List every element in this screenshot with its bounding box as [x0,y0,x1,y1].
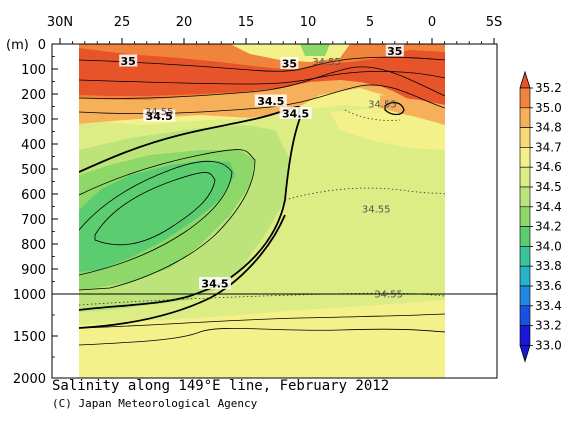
colorbar-swatch [519,246,531,267]
x-tick-label: 25 [114,15,131,30]
contour-34.5-bold [79,105,301,311]
colorbar-label: 34.4 [535,200,562,214]
contour-label: 35 [282,58,297,71]
contour-34.55-dotted-a [284,187,445,201]
colorbar-swatch [519,325,531,346]
colorbar-swatch [519,87,531,109]
y-axis: 0 100 200 300 400 500 600 700 800 900 1000 1500 2000 [13,38,58,387]
y-tick-label: 800 [21,238,46,253]
contour-34.0 [94,172,216,246]
y-tick-label: 1500 [13,330,46,345]
colorbar-swatch [519,107,531,128]
colorbar-swatch [519,206,531,227]
contour-34.55-dotted-c [344,109,401,121]
x-tick-label: 10 [300,15,317,30]
x-axis: 30N 25 20 15 10 5 0 5S [47,15,502,44]
chart-title: Salinity along 149°E line, February 2012 [52,378,390,394]
colorbar-bottom-arrow [519,344,531,363]
x-tick-label: 15 [238,15,255,30]
y-axis-unit-label: (m) [6,38,29,53]
contour-label: 35 [387,45,402,58]
credit-line: (C) Japan Meteorological Agency [52,397,258,410]
contour-label: 34.55 [362,205,391,216]
y-tick-label: 2000 [13,372,46,387]
colorbar-swatch [519,186,531,208]
y-tick-label: 0 [38,38,46,53]
x-tick-label: 20 [176,15,193,30]
contour-34.5-bold-b [79,214,286,329]
contour-lines [79,56,445,346]
colorbar-label: 34.0 [535,239,562,253]
colorbar-label: 34.7 [535,140,562,154]
contour-label: 34.55 [312,57,341,68]
colorbar-label: 34.6 [535,160,562,174]
colorbar-swatch [519,305,531,326]
contour-label-bg [143,109,176,122]
y-tick-label: 1000 [13,288,46,303]
contour-label: 35 [121,55,136,68]
field-surface-patch [300,44,330,56]
colorbar-top-arrow [519,70,531,89]
contour-label-bg [199,277,231,289]
contour-34.4 [79,149,256,291]
colorbar-label: 33.4 [535,299,562,313]
y-tick-label: 600 [21,188,46,203]
contour-thin-d [79,71,445,85]
contour-label: 34.55 [368,100,397,111]
colorbar-label: 33.2 [535,319,562,333]
y-tick-label: 400 [21,138,46,153]
colorbar-label: 33.0 [535,338,562,352]
y-tick-label: 100 [21,63,46,78]
colorbar-label: 34.2 [535,220,562,234]
contour-label: 34.55 [374,290,403,301]
contour-label-bg [280,57,299,69]
colorbar-label: 34.8 [535,121,562,135]
contour-label-bg [279,107,312,119]
colorbar-swatch [519,147,531,168]
contour-label: 34.5 [282,108,309,121]
colorbar-swatch [519,226,531,247]
contour-label: 34.5 [146,110,173,123]
colorbar-label: 33.6 [535,279,562,293]
field-band-35.2 [79,48,445,118]
contour-thin-c [79,56,445,72]
contour-label-bg [119,54,138,67]
colorbar-swatch [519,166,531,188]
x-tick-label: 0 [428,15,436,30]
colorbar-label: 33.8 [535,259,562,273]
contour-deep-b [79,327,445,346]
field-deep-34.65 [79,315,445,378]
contour-34.55-dotted-b [79,292,445,306]
colorbar-swatch [519,127,531,148]
contour-thin-a [79,66,445,99]
colorbar: 35.2 35.0 34.8 34.7 34.6 34.5 34.4 34.2 34.0 33.8… [519,70,562,363]
y-tick-label: 700 [21,213,46,228]
x-tick-label: 30N [47,15,73,30]
y-tick-label: 900 [21,263,46,278]
contour-label-bg [385,44,404,57]
colorbar-label: 34.5 [535,180,562,194]
contour-equatorial [384,101,405,116]
colorbar-label: 35.2 [535,81,562,95]
colorbar-label: 35.0 [535,101,562,115]
contour-label: 34.5 [257,95,284,108]
contour-label-bg [254,94,287,107]
x-tick-label: 5S [486,15,503,30]
y-tick-label: 300 [21,113,46,128]
x-tick-label: 5 [366,15,374,30]
contour-deep-a [79,313,445,329]
contour-label: 34.5 [201,278,228,291]
y-tick-label: 200 [21,88,46,103]
colorbar-swatch [519,285,531,307]
y-tick-label: 500 [21,163,46,178]
plot-frame [51,43,498,379]
field-lens-34.6 [330,108,445,150]
contour-label: 34.55 [145,107,174,118]
contour-34.2 [79,160,233,276]
colorbar-swatch [519,265,531,287]
field-band-34.0 [79,160,235,272]
